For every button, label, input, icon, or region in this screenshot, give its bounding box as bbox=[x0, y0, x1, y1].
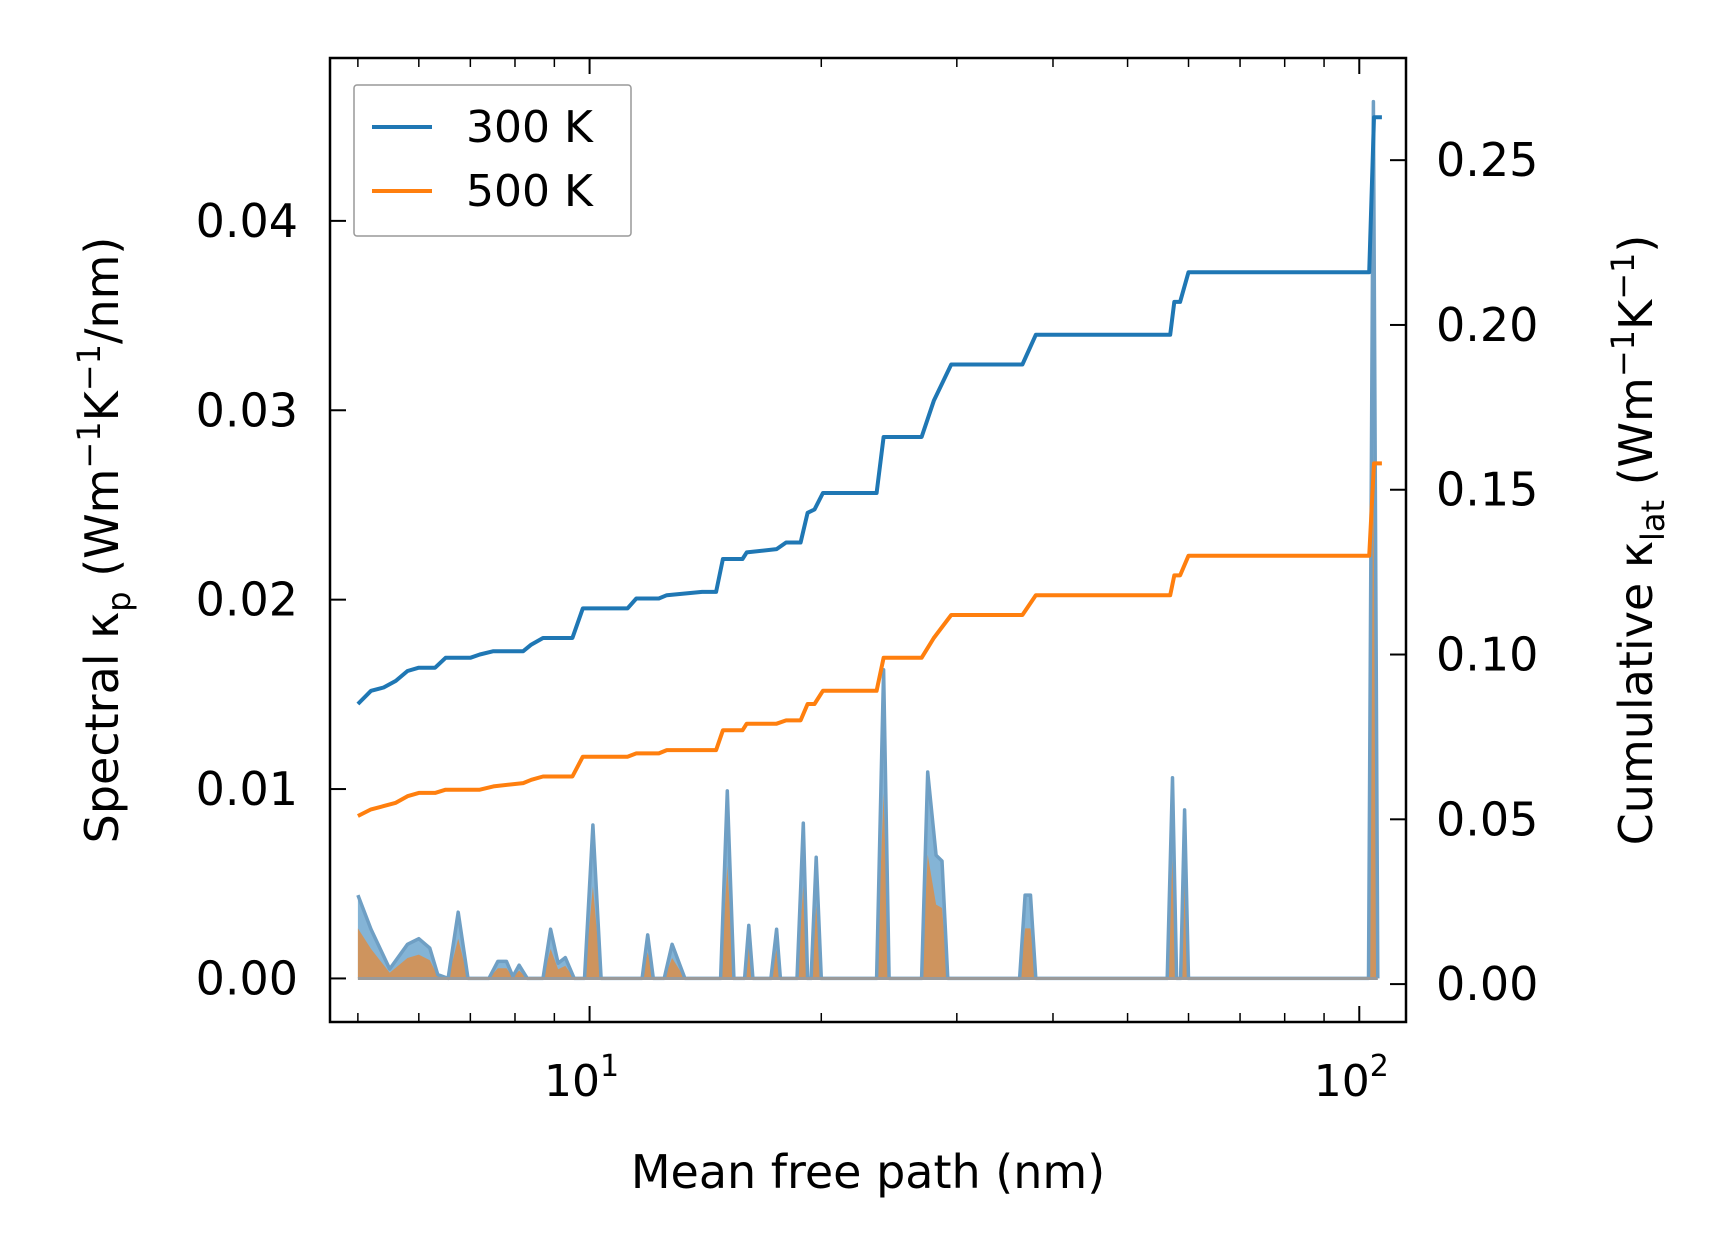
y-right-tick-label: 0.15 bbox=[1436, 463, 1538, 517]
y-left-tick-label: 0.04 bbox=[196, 194, 298, 248]
y-right-tick-label: 0.25 bbox=[1436, 133, 1538, 187]
legend-box bbox=[353, 84, 632, 237]
axis-ticks: 101 102 0.00 0.01 0.02 0.03 0.04 0.00 0.05 0.10 0.… bbox=[196, 58, 1538, 1107]
y-right-tick-label: 0.05 bbox=[1436, 792, 1538, 846]
cumulative-line-300k bbox=[356, 115, 1382, 706]
cumulative-line-500k bbox=[357, 461, 1382, 818]
x-axis-label: Mean free path (nm) bbox=[631, 1145, 1105, 1199]
y-left-tick-label: 0.02 bbox=[196, 573, 298, 627]
plot-frame bbox=[328, 56, 1408, 1024]
y-right-tick-label: 0.10 bbox=[1436, 628, 1538, 682]
x-tick-label: 101 bbox=[544, 1049, 619, 1107]
legend-label-500k: 500 K bbox=[466, 166, 594, 217]
y-right-tick-label: 0.20 bbox=[1436, 298, 1538, 352]
y-right-tick-label: 0.00 bbox=[1436, 957, 1538, 1011]
legend: 300 K 500 K bbox=[353, 84, 632, 237]
y-left-tick-label: 0.00 bbox=[196, 951, 298, 1005]
x-tick-label: 102 bbox=[1314, 1049, 1389, 1107]
cumulative-lines bbox=[356, 115, 1382, 818]
spectral-area-500k bbox=[357, 452, 1378, 979]
legend-label-300k: 300 K bbox=[466, 102, 594, 153]
y-left-tick-label: 0.01 bbox=[196, 762, 298, 816]
y-axis-label-left: Spectral κp (Wm−1K−1/nm) bbox=[70, 237, 138, 844]
y-axis-label-right: Cumulative κlat (Wm−1K−1) bbox=[1604, 235, 1672, 846]
spectral-area-fills bbox=[356, 99, 1380, 981]
y-left-tick-label: 0.03 bbox=[196, 383, 298, 437]
